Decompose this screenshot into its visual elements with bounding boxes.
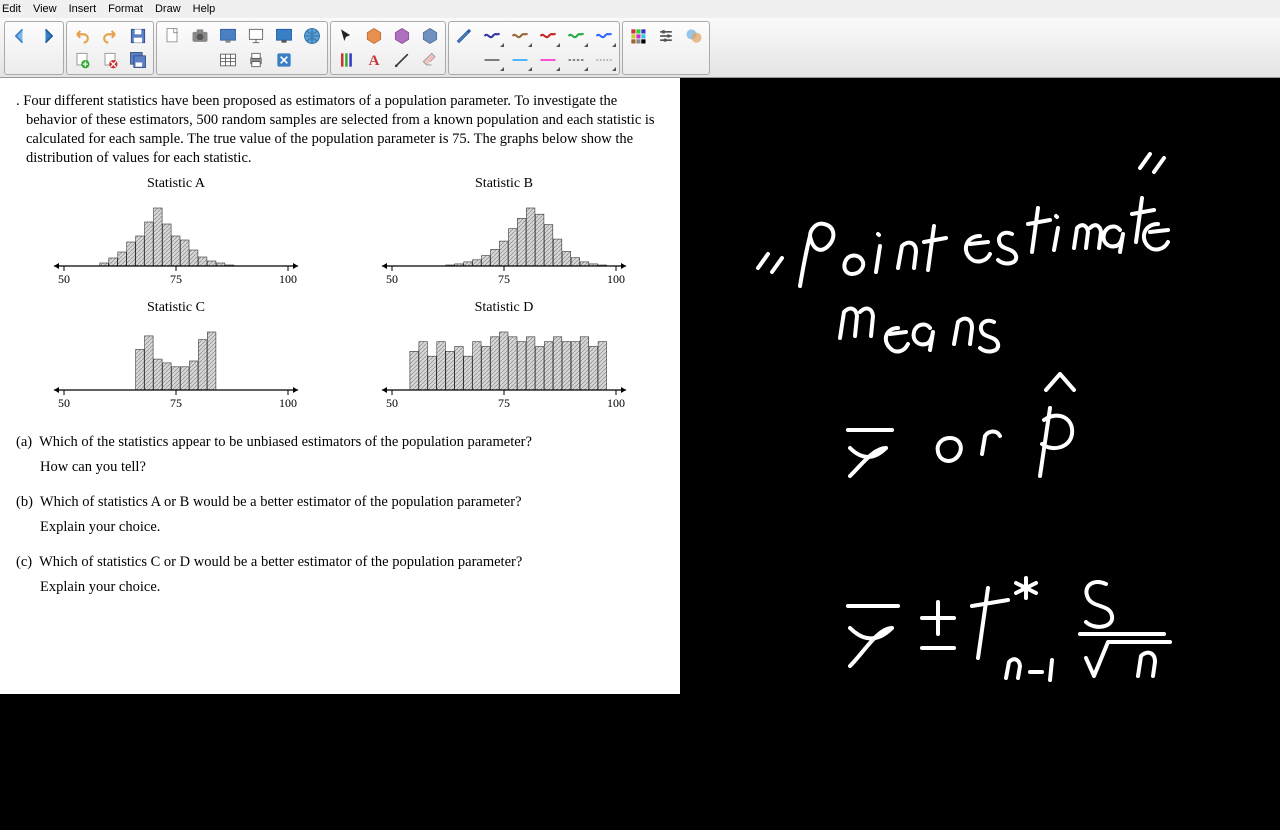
monitor-button[interactable]	[271, 24, 297, 48]
pen-color-4[interactable]	[563, 24, 589, 48]
toolbar: A	[0, 18, 1280, 78]
menu-insert[interactable]: Insert	[69, 3, 97, 15]
handwriting-xbar-phat	[820, 358, 1120, 488]
back-button[interactable]	[7, 24, 33, 48]
line-style-2[interactable]	[507, 48, 533, 72]
pen-color-5[interactable]	[591, 24, 617, 48]
question-a: (a) Which of the statistics appear to be…	[16, 433, 668, 477]
svg-text:50: 50	[386, 272, 398, 286]
screen-capture-button[interactable]	[215, 24, 241, 48]
presentation-button[interactable]	[243, 24, 269, 48]
options-button[interactable]	[653, 24, 679, 48]
undo-button[interactable]	[69, 24, 95, 48]
svg-text:50: 50	[386, 396, 398, 410]
shape3d-3[interactable]	[417, 24, 443, 48]
line-style-5[interactable]	[591, 48, 617, 72]
menu-format[interactable]: Format	[108, 3, 143, 15]
menu-edit[interactable]: Edit	[2, 3, 21, 15]
layers-button[interactable]	[681, 24, 707, 48]
pointer-tool[interactable]	[333, 24, 359, 48]
menu-view[interactable]: View	[33, 3, 57, 15]
shape3d-2[interactable]	[389, 24, 415, 48]
new-file-button[interactable]	[159, 24, 185, 48]
line-style-1[interactable]	[479, 48, 505, 72]
color-grid-button[interactable]	[625, 24, 651, 48]
toolbar-group-pens	[448, 21, 620, 75]
svg-text:100: 100	[607, 396, 625, 410]
svg-text:75: 75	[170, 396, 182, 410]
chart-a: Statistic A 5075100	[26, 175, 326, 291]
svg-text:100: 100	[607, 272, 625, 286]
forward-button[interactable]	[35, 24, 61, 48]
toolbar-group-insert	[156, 21, 328, 75]
menu-bar: Edit View Insert Format Draw Help	[0, 0, 1280, 18]
save-button[interactable]	[125, 24, 151, 48]
table-button[interactable]	[215, 48, 241, 72]
embedded-document: . Four different statistics have been pr…	[0, 78, 680, 694]
eraser-tool[interactable]	[417, 48, 443, 72]
text-tool[interactable]: A	[361, 48, 387, 72]
add-page-button[interactable]	[69, 48, 95, 72]
chart-c: Statistic C 5075100	[26, 299, 326, 415]
svg-text:75: 75	[498, 396, 510, 410]
pen-tool[interactable]	[451, 24, 477, 48]
canvas[interactable]: . Four different statistics have been pr…	[0, 78, 1280, 830]
question-c: (c) Which of statistics C or D would be …	[16, 553, 668, 597]
delete-page-button[interactable]	[97, 48, 123, 72]
svg-text:50: 50	[58, 272, 70, 286]
svg-text:50: 50	[58, 396, 70, 410]
pens-tool[interactable]	[333, 48, 359, 72]
toolbar-group-tools: A	[330, 21, 446, 75]
line-style-4[interactable]	[563, 48, 589, 72]
line-style-3[interactable]	[535, 48, 561, 72]
handwriting-means	[820, 278, 1050, 368]
pen-color-2[interactable]	[507, 24, 533, 48]
toolbar-group-color	[622, 21, 710, 75]
print-button[interactable]	[243, 48, 269, 72]
menu-help[interactable]: Help	[193, 3, 216, 15]
redo-button[interactable]	[97, 24, 123, 48]
svg-text:75: 75	[170, 272, 182, 286]
chart-b: Statistic B 5075100	[354, 175, 654, 291]
svg-text:75: 75	[498, 272, 510, 286]
problem-intro: . Four different statistics have been pr…	[12, 92, 668, 167]
camera-button[interactable]	[187, 24, 213, 48]
menu-draw[interactable]: Draw	[155, 3, 181, 15]
question-b: (b) Which of statistics A or B would be …	[16, 493, 668, 537]
svg-text:A: A	[369, 53, 380, 69]
toolbar-group-file	[66, 21, 154, 75]
svg-text:100: 100	[279, 396, 297, 410]
shape3d-1[interactable]	[361, 24, 387, 48]
toolbar-group-nav	[4, 21, 64, 75]
chart-d: Statistic D 5075100	[354, 299, 654, 415]
charts-grid: Statistic A 5075100 Statistic B 5075100 …	[12, 175, 668, 423]
close-button[interactable]	[271, 48, 297, 72]
handwriting-formula	[830, 548, 1210, 708]
pen-color-1[interactable]	[479, 24, 505, 48]
svg-text:100: 100	[279, 272, 297, 286]
save-all-button[interactable]	[125, 48, 151, 72]
web-button[interactable]	[299, 24, 325, 48]
line-tool[interactable]	[389, 48, 415, 72]
pen-color-3[interactable]	[535, 24, 561, 48]
